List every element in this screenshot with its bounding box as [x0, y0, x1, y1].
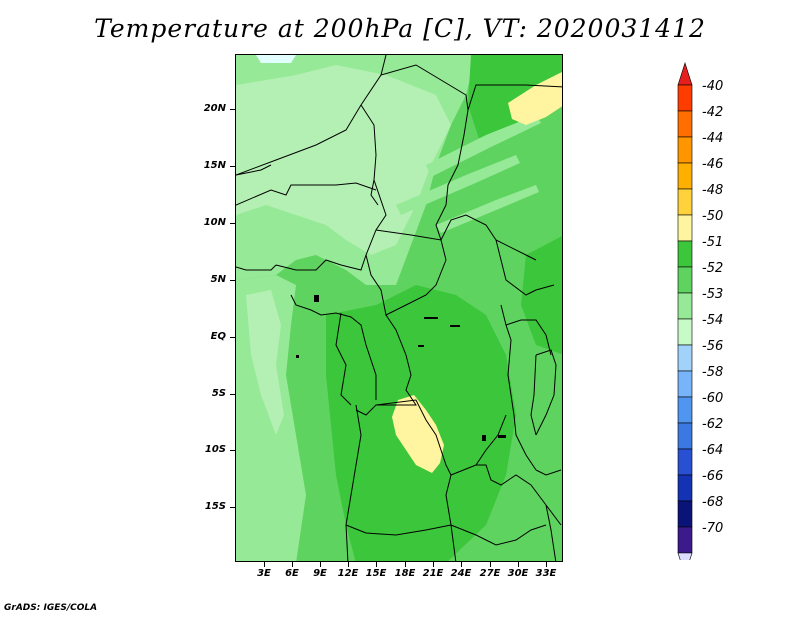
- colorbar-swatch: [677, 188, 693, 216]
- colorbar-label: -68: [702, 495, 724, 510]
- colorbar-label: -40: [702, 79, 724, 94]
- colorbar-label: -62: [702, 417, 724, 432]
- lat-label-5s: 5S: [211, 388, 226, 399]
- colorbar-swatches: [677, 62, 693, 560]
- lat-label-10n: 10N: [203, 217, 226, 228]
- colorbar-label: -52: [702, 261, 724, 276]
- lon-label-18e: 18E: [394, 568, 416, 579]
- colorbar-bottom-arrow: [677, 552, 693, 560]
- lon-label-9e: 9E: [313, 568, 327, 579]
- lat-tick: [230, 450, 235, 451]
- country-borders: [236, 55, 562, 561]
- lat-label-20n: 20N: [203, 103, 226, 114]
- colorbar-swatch: [677, 136, 693, 164]
- colorbar-label: -66: [702, 469, 724, 484]
- colorbar-swatch: [677, 422, 693, 450]
- colorbar: [672, 60, 712, 560]
- colorbar-swatch: [677, 448, 693, 476]
- lon-label-27e: 27E: [479, 568, 501, 579]
- light-streak-3: [436, 185, 539, 233]
- colorbar-label: -64: [702, 443, 724, 458]
- colorbar-swatch: [677, 344, 693, 372]
- colorbar-label: -70: [702, 521, 724, 536]
- colorbar-swatch: [677, 500, 693, 528]
- lat-tick: [230, 109, 235, 110]
- lon-label-15e: 15E: [365, 568, 387, 579]
- colorbar-swatch: [677, 370, 693, 398]
- lon-tick: [433, 562, 434, 567]
- lon-label-30e: 30E: [507, 568, 529, 579]
- colorbar-top-arrow: [677, 62, 693, 86]
- colorbar-swatch: [677, 474, 693, 502]
- lat-label-5n: 5N: [210, 274, 226, 285]
- lat-label-15n: 15N: [203, 160, 226, 171]
- grads-credit: GrADS: IGES/COLA: [4, 603, 98, 613]
- light-streak-2: [396, 155, 520, 215]
- coastline-details: [296, 295, 506, 441]
- colorbar-label: -58: [702, 365, 724, 380]
- colorbar-label: -48: [702, 183, 724, 198]
- lat-label-10s: 10S: [204, 444, 226, 455]
- lon-label-3e: 3E: [257, 568, 271, 579]
- light-streak-1: [426, 115, 541, 177]
- lat-tick: [230, 166, 235, 167]
- lat-tick: [230, 223, 235, 224]
- map-canvas: [236, 55, 562, 561]
- lon-tick: [348, 562, 349, 567]
- lon-label-6e: 6E: [285, 568, 299, 579]
- map-panel: [235, 54, 563, 562]
- colorbar-swatch: [677, 318, 693, 346]
- lon-tick: [292, 562, 293, 567]
- colorbar-swatch: [677, 396, 693, 424]
- colorbar-swatch: [677, 526, 693, 554]
- colorbar-swatch: [677, 110, 693, 138]
- colorbar-swatch: [677, 162, 693, 190]
- lon-tick: [320, 562, 321, 567]
- lat-tick: [230, 507, 235, 508]
- colorbar-label: -60: [702, 391, 724, 406]
- lon-tick: [376, 562, 377, 567]
- colorbar-label: -42: [702, 105, 724, 120]
- lon-tick: [264, 562, 265, 567]
- colorbar-label: -54: [702, 313, 724, 328]
- lat-tick: [230, 280, 235, 281]
- cold-pocket: [256, 55, 296, 63]
- colorbar-label: -56: [702, 339, 724, 354]
- colorbar-swatch: [677, 240, 693, 268]
- colorbar-label: -46: [702, 157, 724, 172]
- darker-region-east: [521, 236, 562, 355]
- lon-label-12e: 12E: [337, 568, 359, 579]
- lon-tick: [490, 562, 491, 567]
- warm-pocket-south: [392, 395, 444, 473]
- chart-title: Temperature at 200hPa [C], VT: 202003141…: [94, 14, 706, 43]
- lon-tick: [518, 562, 519, 567]
- lat-tick: [230, 337, 235, 338]
- colorbar-label: -50: [702, 209, 724, 224]
- pale-region-west: [246, 290, 284, 435]
- colorbar-swatch: [677, 266, 693, 294]
- lon-tick: [546, 562, 547, 567]
- lat-label-eq: EQ: [210, 331, 226, 342]
- colorbar-swatch: [677, 292, 693, 320]
- colorbar-label: -51: [702, 235, 724, 250]
- lon-label-24e: 24E: [450, 568, 472, 579]
- lat-tick: [230, 394, 235, 395]
- lon-label-21e: 21E: [422, 568, 444, 579]
- lat-label-15s: 15S: [204, 501, 226, 512]
- colorbar-swatch: [677, 214, 693, 242]
- warm-pocket-north: [508, 72, 562, 125]
- colorbar-label: -44: [702, 131, 724, 146]
- colorbar-label: -53: [702, 287, 724, 302]
- colorbar-swatch: [677, 84, 693, 112]
- lon-tick: [461, 562, 462, 567]
- lon-tick: [405, 562, 406, 567]
- lon-label-33e: 33E: [535, 568, 557, 579]
